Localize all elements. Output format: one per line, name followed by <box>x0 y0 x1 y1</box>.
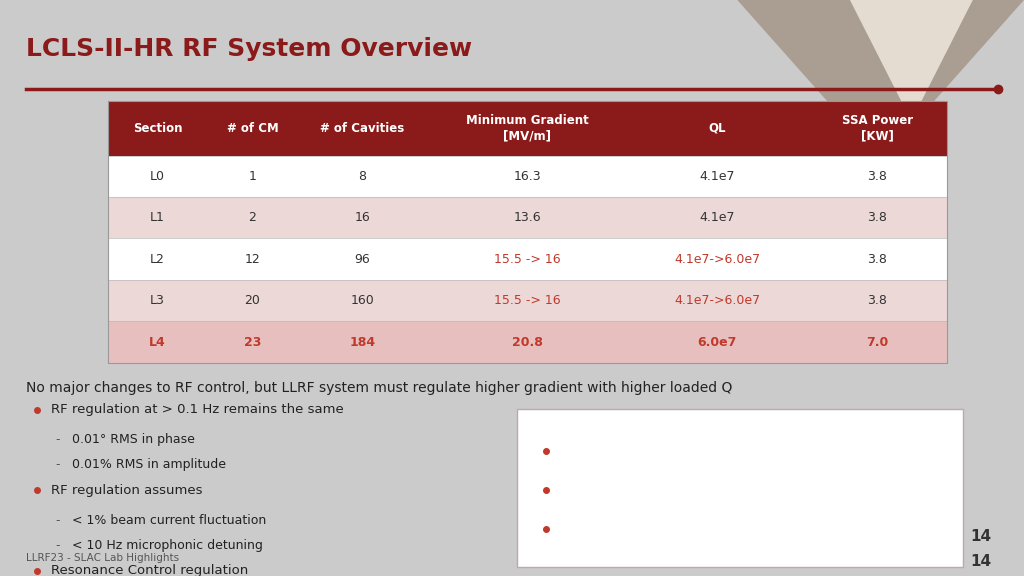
Text: 3.8: 3.8 <box>867 211 887 224</box>
Text: 16: 16 <box>354 211 371 224</box>
Text: L2 and L3 cavity QL increased: L2 and L3 cavity QL increased <box>564 484 765 497</box>
Text: 1: 1 <box>249 170 256 183</box>
Text: 14: 14 <box>970 554 991 569</box>
Text: 15.5 -> 16: 15.5 -> 16 <box>494 253 561 266</box>
Text: RF regulation at > 0.1 Hz remains the same: RF regulation at > 0.1 Hz remains the sa… <box>51 403 344 416</box>
Text: 4.1e7: 4.1e7 <box>699 211 735 224</box>
Bar <box>108 101 947 363</box>
Bar <box>108 197 947 238</box>
Text: L4 – new, with increased gradient: L4 – new, with increased gradient <box>564 523 790 536</box>
Text: Minimum Gradient
[MV/m]: Minimum Gradient [MV/m] <box>466 114 589 142</box>
Text: -: - <box>55 458 59 471</box>
Text: 96: 96 <box>354 253 371 266</box>
Text: 8: 8 <box>358 170 367 183</box>
Text: 14: 14 <box>970 529 991 544</box>
Text: -: - <box>55 539 59 552</box>
Text: L2: L2 <box>151 253 165 266</box>
Text: < 10 Hz microphonic detuning: < 10 Hz microphonic detuning <box>72 539 262 552</box>
Bar <box>108 321 947 363</box>
Text: 3.8: 3.8 <box>867 253 887 266</box>
Text: Section: Section <box>133 122 182 135</box>
Bar <box>517 409 963 567</box>
Text: 0.01% RMS in amplitude: 0.01% RMS in amplitude <box>72 458 225 471</box>
Polygon shape <box>737 0 1024 161</box>
Text: 160: 160 <box>350 294 375 307</box>
Text: 20.8: 20.8 <box>512 336 543 348</box>
Text: 16.3: 16.3 <box>514 170 541 183</box>
Text: 184: 184 <box>349 336 376 348</box>
Text: Resonance Control regulation: Resonance Control regulation <box>51 564 249 576</box>
Text: L2 and L3 gradient increased: L2 and L3 gradient increased <box>564 445 759 457</box>
Polygon shape <box>850 0 973 121</box>
Text: 2: 2 <box>249 211 256 224</box>
Text: HE Linac changes: HE Linac changes <box>532 422 677 437</box>
Bar <box>108 101 947 156</box>
Bar <box>108 280 947 321</box>
Text: -: - <box>55 514 59 526</box>
Text: 4.1e7: 4.1e7 <box>699 170 735 183</box>
Text: 13.6: 13.6 <box>514 211 541 224</box>
Text: 23: 23 <box>244 336 261 348</box>
Text: 3.8: 3.8 <box>867 294 887 307</box>
Text: 15.5 -> 16: 15.5 -> 16 <box>494 294 561 307</box>
Bar <box>108 238 947 280</box>
Text: LCLS-II-HR RF System Overview: LCLS-II-HR RF System Overview <box>26 37 472 62</box>
Text: L1: L1 <box>151 211 165 224</box>
Text: L4: L4 <box>150 336 166 348</box>
Text: 3.8: 3.8 <box>867 170 887 183</box>
Text: L0: L0 <box>150 170 165 183</box>
Text: 12: 12 <box>245 253 260 266</box>
Bar <box>108 156 947 197</box>
Text: LLRF23 - SLAC Lab Highlights: LLRF23 - SLAC Lab Highlights <box>26 554 179 563</box>
Text: 20: 20 <box>245 294 260 307</box>
Text: # of Cavities: # of Cavities <box>321 122 404 135</box>
Text: L3: L3 <box>151 294 165 307</box>
Text: 4.1e7->6.0e7: 4.1e7->6.0e7 <box>674 253 761 266</box>
Text: 6.0e7: 6.0e7 <box>697 336 737 348</box>
Text: SSA Power
[KW]: SSA Power [KW] <box>842 114 912 142</box>
Text: No major changes to RF control, but LLRF system must regulate higher gradient wi: No major changes to RF control, but LLRF… <box>26 381 732 395</box>
Text: # of CM: # of CM <box>226 122 279 135</box>
Text: QL: QL <box>709 122 726 135</box>
Text: -: - <box>55 433 59 446</box>
Text: 7.0: 7.0 <box>866 336 889 348</box>
Text: RF regulation assumes: RF regulation assumes <box>51 484 203 497</box>
Text: < 1% beam current fluctuation: < 1% beam current fluctuation <box>72 514 266 526</box>
Text: 0.01° RMS in phase: 0.01° RMS in phase <box>72 433 195 446</box>
Text: 4.1e7->6.0e7: 4.1e7->6.0e7 <box>674 294 761 307</box>
